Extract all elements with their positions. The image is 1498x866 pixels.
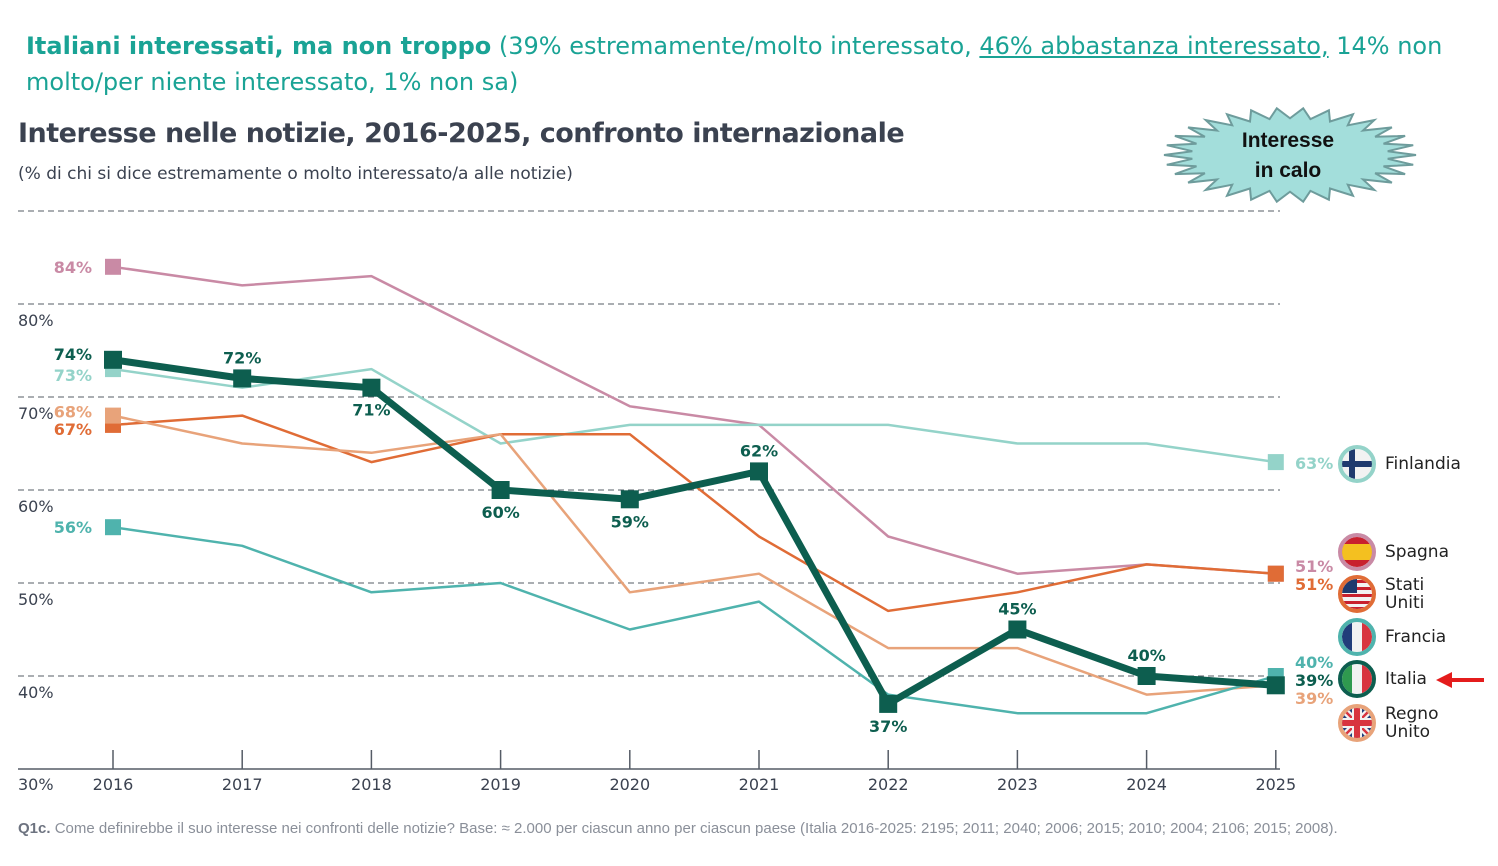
legend-label: Finlandia bbox=[1385, 454, 1461, 474]
legend-stati-uniti: Stati Uniti bbox=[1337, 574, 1445, 614]
red-arrow-icon bbox=[1436, 672, 1484, 688]
legend-label: Stati Uniti bbox=[1385, 575, 1425, 613]
y-tick-label: 50% bbox=[18, 590, 54, 609]
data-marker bbox=[1266, 676, 1285, 695]
start-value-label: 84% bbox=[54, 258, 92, 277]
x-tick-label: 2017 bbox=[222, 775, 263, 794]
finland-flag-icon bbox=[1338, 445, 1376, 483]
start-value-label: 67% bbox=[54, 420, 92, 439]
x-tick-label: 2018 bbox=[351, 775, 392, 794]
series-line-finlandia bbox=[112, 367, 1276, 464]
footnote: Q1c. Come definirebbe il suo interesse n… bbox=[18, 820, 1338, 837]
y-tick-label: 60% bbox=[18, 497, 54, 516]
end-value-label: 63% bbox=[1295, 454, 1333, 473]
data-label: 40% bbox=[1127, 646, 1165, 665]
series-line-stati-uniti bbox=[112, 414, 1276, 613]
legend-finlandia: Finlandia bbox=[1337, 444, 1461, 484]
data-label: 71% bbox=[352, 401, 390, 420]
data-marker bbox=[362, 378, 381, 397]
end-value-label: 40% bbox=[1295, 653, 1333, 672]
spain-flag-icon bbox=[1338, 533, 1376, 571]
start-value-label: 56% bbox=[54, 518, 92, 537]
data-marker bbox=[104, 350, 122, 369]
y-tick-label: 70% bbox=[18, 404, 54, 423]
headline-underlined: 46% abbastanza interessato, bbox=[979, 32, 1329, 60]
chart-title: Interesse nelle notizie, 2016-2025, conf… bbox=[18, 118, 905, 149]
y-tick-label: 40% bbox=[18, 683, 54, 702]
starburst-callout-shape bbox=[1163, 106, 1417, 204]
data-marker bbox=[620, 490, 639, 509]
headline-bold: Italiani interessati, ma non troppo bbox=[26, 32, 492, 60]
data-label: 72% bbox=[223, 348, 261, 367]
data-label: 62% bbox=[740, 441, 778, 460]
data-marker bbox=[1267, 454, 1284, 471]
legend-label: Regno Unito bbox=[1385, 704, 1439, 742]
end-value-label: 51% bbox=[1295, 557, 1333, 576]
series-line-francia bbox=[112, 525, 1277, 715]
series-line-spagna bbox=[112, 265, 1276, 575]
data-marker bbox=[1008, 620, 1027, 639]
x-tick-label: 2023 bbox=[997, 775, 1038, 794]
legend-label: Spagna bbox=[1385, 542, 1449, 562]
x-tick-label: 2016 bbox=[93, 775, 134, 794]
legend-spagna: Spagna bbox=[1337, 532, 1449, 572]
callout-line1: Interesse bbox=[1241, 129, 1335, 152]
footnote-text: Come definirebbe il suo interesse nei co… bbox=[50, 820, 1338, 837]
data-marker bbox=[491, 481, 510, 499]
data-label: 60% bbox=[481, 503, 519, 522]
x-tick-label: 2022 bbox=[868, 775, 909, 794]
data-marker bbox=[879, 694, 898, 713]
france-flag-icon bbox=[1338, 618, 1376, 656]
end-value-label: 51% bbox=[1295, 575, 1333, 594]
legend-label: Italia bbox=[1385, 669, 1427, 689]
x-tick-label: 2019 bbox=[480, 775, 521, 794]
legend-regno-unito: Regno Unito bbox=[1337, 703, 1445, 743]
series-line-regno-unito bbox=[112, 414, 1276, 696]
data-label: 59% bbox=[611, 512, 649, 531]
headline-part2: 14% non molto/per niente interessato, 1%… bbox=[26, 32, 1443, 96]
headline-part1: (39% estremamente/molto interessato, bbox=[491, 32, 980, 60]
series-line-italia bbox=[112, 356, 1277, 708]
end-value-label: 39% bbox=[1295, 689, 1333, 708]
end-value-label: 39% bbox=[1295, 671, 1333, 690]
start-value-label: 74% bbox=[54, 345, 92, 364]
data-marker bbox=[1137, 667, 1156, 685]
x-tick-label: 2024 bbox=[1126, 775, 1167, 794]
headline: Italiani interessati, ma non troppo (39%… bbox=[26, 28, 1446, 100]
x-tick-label: 2025 bbox=[1255, 775, 1296, 794]
uk-flag-icon bbox=[1338, 704, 1376, 742]
callout-line2: in calo bbox=[1254, 159, 1322, 182]
starburst-callout-text: Interesse in calo bbox=[1162, 126, 1414, 186]
data-marker bbox=[105, 519, 121, 536]
y-tick-label: 80% bbox=[18, 311, 54, 330]
y-tick-label: 30% bbox=[18, 775, 54, 794]
legend-label: Francia bbox=[1385, 627, 1447, 647]
data-marker bbox=[233, 369, 252, 388]
data-label: 37% bbox=[869, 717, 907, 736]
chart-subtitle: (% di chi si dice estremamente o molto i… bbox=[18, 164, 573, 184]
italy-flag-icon bbox=[1338, 660, 1376, 698]
start-value-label: 68% bbox=[54, 403, 92, 422]
data-label: 45% bbox=[998, 600, 1036, 619]
x-tick-label: 2020 bbox=[609, 775, 650, 794]
start-value-label: 73% bbox=[54, 366, 92, 385]
data-marker bbox=[105, 258, 121, 275]
footnote-code: Q1c. bbox=[18, 820, 51, 837]
starburst-polygon bbox=[1163, 106, 1417, 204]
data-marker bbox=[1267, 565, 1284, 582]
data-marker bbox=[105, 407, 121, 424]
data-marker bbox=[750, 462, 768, 481]
x-tick-label: 2021 bbox=[739, 775, 780, 794]
usa-flag-icon bbox=[1338, 575, 1376, 613]
legend-francia: Francia bbox=[1337, 617, 1446, 657]
legend-italia: Italia bbox=[1337, 659, 1427, 699]
